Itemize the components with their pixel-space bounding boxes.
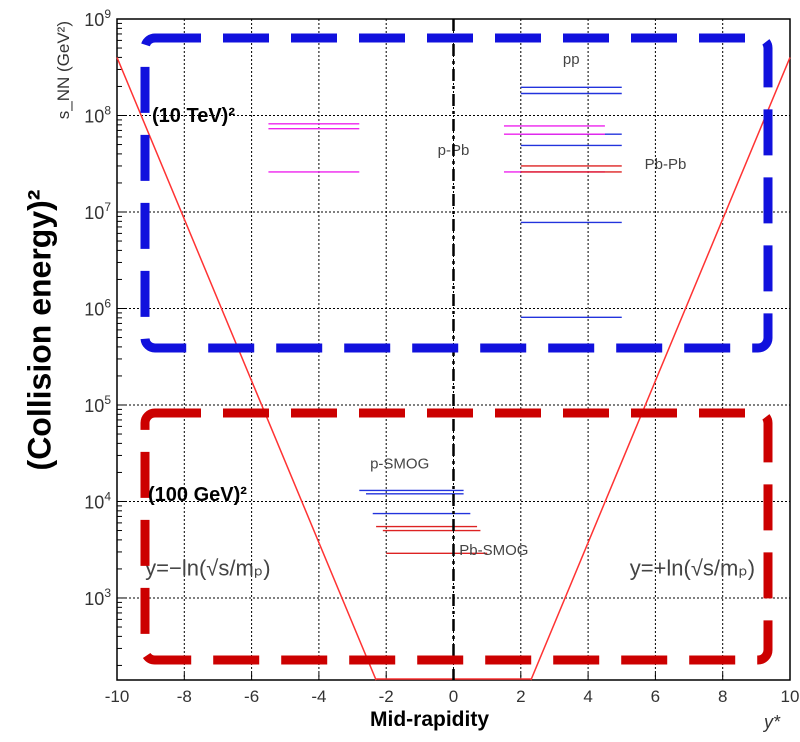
collision-energy-caption: (Collision energy)² (21, 189, 58, 471)
label-10tev: (10 TeV)² (152, 105, 235, 127)
x-tick-label: -2 (379, 687, 394, 706)
annotation-pp: pp (563, 51, 580, 68)
y-tick-label: 103 (84, 586, 111, 609)
annotation-yneg: y=−ln(√s/mₚ) (145, 556, 270, 581)
y-tick-label: 109 (84, 7, 111, 30)
y-tick-label: 106 (84, 296, 111, 319)
annotation-pbpb: Pb-Pb (645, 156, 687, 173)
annotation-psmog: p-SMOG (370, 455, 429, 472)
label-100gev: (100 GeV)² (148, 484, 247, 506)
mid-rapidity-caption: Mid-rapidity (370, 708, 489, 731)
y-tick-label: 105 (84, 393, 111, 416)
x-tick-label: 4 (583, 687, 592, 706)
boundary-line-positive (530, 57, 791, 681)
annotation-ypos: y=+ln(√s/mₚ) (630, 556, 755, 581)
x-tick-label: 2 (516, 687, 525, 706)
y-axis-label: s_NN (GeV²) (54, 21, 73, 119)
y-tick-label: 104 (84, 489, 111, 512)
x-tick-label: -6 (244, 687, 259, 706)
fixed-target-region-box (140, 408, 773, 665)
y-tick-label: 107 (84, 200, 111, 223)
x-tick-label: 6 (651, 687, 660, 706)
x-tick-label: -8 (177, 687, 192, 706)
x-tick-label: -4 (311, 687, 326, 706)
annotation-pbsmog: Pb-SMOG (459, 542, 528, 559)
x-tick-label: -10 (105, 687, 130, 706)
y-tick-label: 108 (84, 103, 111, 126)
collider-region-box (140, 33, 773, 353)
x-tick-label: 8 (718, 687, 727, 706)
boundary-line-negative (116, 57, 377, 681)
x-tick-label: 0 (449, 687, 458, 706)
x-tick-label: 10 (781, 687, 800, 706)
x-axis-label: y* (762, 712, 781, 732)
